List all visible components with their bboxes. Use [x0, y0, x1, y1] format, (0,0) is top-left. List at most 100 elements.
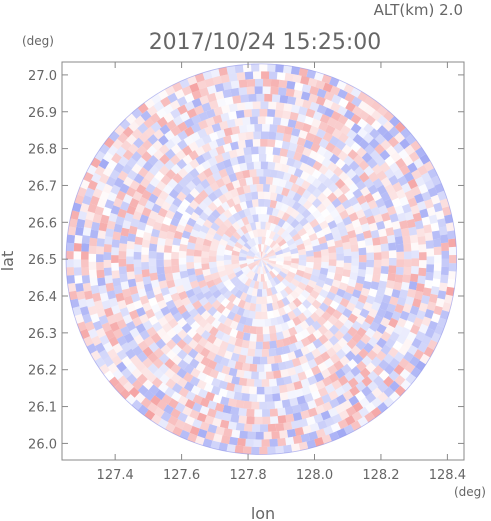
radar-cell — [345, 285, 355, 295]
radar-cell — [277, 72, 286, 80]
radar-cell — [266, 249, 275, 256]
radar-cell — [148, 165, 160, 176]
radar-cell — [296, 186, 306, 196]
radar-cell — [259, 259, 262, 267]
radar-cell — [269, 340, 278, 349]
radar-cell — [430, 222, 439, 231]
radar-cell — [232, 245, 242, 253]
radar-cell — [232, 231, 242, 240]
radar-cell — [270, 86, 279, 95]
radar-cell — [342, 241, 351, 250]
radar-cell — [248, 310, 256, 319]
radar-cell — [222, 325, 233, 336]
radar-cell — [209, 164, 220, 175]
radar-cell — [344, 92, 356, 103]
radar-cell — [150, 414, 162, 425]
radar-cell — [197, 230, 207, 240]
radar-cell — [389, 357, 400, 369]
radar-cell — [244, 277, 253, 287]
radar-cell — [103, 251, 112, 260]
radar-cell — [315, 379, 326, 390]
radar-cell — [362, 132, 374, 144]
radar-cell — [242, 116, 251, 126]
radar-cell — [341, 399, 353, 411]
radar-cell — [435, 210, 445, 220]
radar-cell — [350, 113, 362, 125]
radar-cell — [175, 223, 186, 234]
radar-cell — [263, 431, 272, 440]
radar-cell — [309, 289, 320, 300]
radar-cell — [290, 104, 301, 114]
radar-cell — [196, 379, 207, 390]
radar-cell — [144, 200, 155, 211]
radar-cell — [218, 270, 228, 278]
radar-cell — [364, 144, 376, 156]
radar-cell — [195, 325, 206, 336]
radar-cell — [437, 290, 447, 300]
radar-cell — [433, 246, 442, 255]
radar-cell — [234, 338, 244, 348]
radar-cell — [310, 365, 322, 376]
radar-cell — [194, 243, 203, 251]
radar-cell — [253, 236, 259, 246]
radar-cell — [123, 381, 135, 393]
radar-cell — [296, 204, 307, 215]
radar-cell — [179, 111, 191, 123]
radar-cell — [99, 334, 110, 346]
radar-cell — [286, 382, 296, 392]
radar-cell — [230, 286, 240, 296]
radar-cell — [197, 428, 208, 439]
radar-cell — [336, 288, 346, 298]
radar-cell — [296, 137, 307, 147]
radar-cell — [321, 74, 332, 84]
radar-cell — [321, 255, 329, 263]
radar-cell — [395, 243, 404, 253]
radar-cell — [361, 386, 373, 397]
radar-cell — [329, 353, 341, 365]
radar-cell — [283, 256, 292, 262]
radar-cell — [414, 193, 424, 204]
radar-cell — [167, 178, 178, 189]
radar-cell — [216, 265, 226, 273]
radar-cell — [249, 206, 257, 216]
radar-cell — [337, 105, 348, 117]
radar-cell — [82, 195, 92, 206]
radar-cell — [259, 266, 264, 275]
radar-cell — [390, 151, 402, 163]
radar-cell — [281, 296, 291, 307]
radar-cell — [280, 163, 290, 173]
radar-cell — [151, 228, 161, 238]
radar-cell — [201, 251, 210, 258]
radar-cell — [251, 108, 260, 117]
radar-cell — [365, 392, 377, 404]
radar-cell — [327, 192, 338, 203]
radar-cell — [191, 114, 202, 125]
radar-cell — [274, 249, 284, 256]
radar-cell — [187, 75, 198, 86]
radar-cell — [331, 94, 342, 105]
radar-cell — [249, 325, 257, 335]
radar-cell — [389, 213, 399, 223]
radar-cell — [346, 338, 358, 350]
radar-cell — [386, 303, 397, 314]
radar-cell — [188, 274, 198, 283]
radar-cell — [229, 235, 239, 244]
radar-cell — [233, 203, 243, 213]
radar-cell — [214, 90, 225, 101]
radar-cell — [166, 279, 176, 289]
radar-cell — [92, 188, 103, 199]
radar-cell — [153, 128, 165, 140]
radar-cell — [288, 301, 298, 311]
radar-cell — [261, 303, 268, 312]
radar-cell — [151, 203, 162, 214]
x-tick-label: 127.4 — [97, 468, 134, 483]
radar-cell — [146, 217, 156, 227]
radar-cell — [313, 413, 324, 424]
radar-cell — [165, 169, 177, 180]
radar-cell — [125, 348, 136, 360]
radar-cell — [270, 286, 278, 295]
radar-cell — [322, 177, 334, 188]
radar-cell — [130, 218, 140, 228]
radar-cell — [114, 382, 126, 394]
radar-cell — [376, 287, 386, 297]
